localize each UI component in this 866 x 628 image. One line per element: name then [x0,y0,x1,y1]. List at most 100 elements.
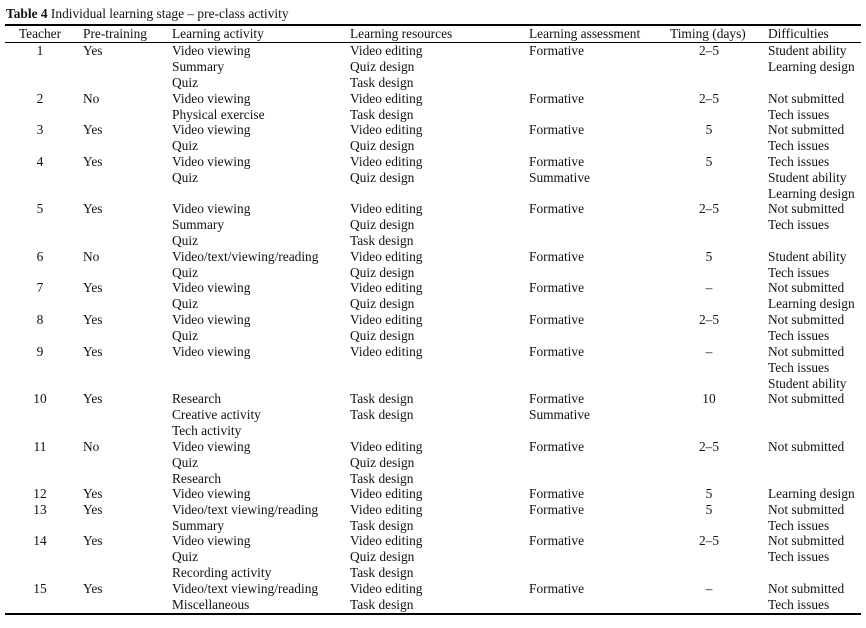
cell-resources-line: Task design [350,406,414,422]
cell-pretraining: Yes [83,122,103,137]
cell-difficulties-line: Not submitted [768,312,845,327]
cell-activity-line: Video viewing [172,154,251,169]
cell-difficulties-line: Learning design [768,295,855,311]
cell-resources-line: Video editing [350,201,423,216]
cell-activity-line: Summary [172,58,225,74]
cell-activity-line: Video/text/viewing/reading [172,249,319,264]
cell-teacher: 11 [33,439,47,454]
cell-activity-line: Quiz [172,548,199,564]
cell-timing: 5 [705,486,713,501]
cell-difficulties-line: Learning design [768,486,855,501]
cell-activity-line: Quiz [172,264,199,280]
cell-pretraining: Yes [83,533,103,548]
cell-resources-line: Video editing [350,533,423,548]
cell-difficulties-line: Tech issues [768,216,830,232]
header-resources: Learning resources [350,26,453,41]
cell-teacher: 5 [36,201,44,216]
cell-resources-line: Video editing [350,91,423,106]
cell-resources-line: Task design [350,564,414,580]
cell-resources-line: Video editing [350,344,423,359]
cell-assessment-line: Formative [529,533,585,548]
cell-activity-line: Quiz [172,295,199,311]
cell-activity-line: Creative activity [172,406,261,422]
cell-resources-line: Task design [350,470,414,486]
cell-assessment-line: Formative [529,312,585,327]
cell-timing: 2–5 [698,439,720,454]
cell-activity-line: Summary [172,216,225,232]
cell-assessment-line: Summative [529,169,590,185]
cell-resources-line: Video editing [350,249,423,264]
cell-teacher: 3 [36,122,44,137]
cell-difficulties-line: Tech issues [768,517,830,533]
cell-resources-line: Quiz design [350,137,415,153]
cell-difficulties-line: Not submitted [768,533,845,548]
header-difficulties: Difficulties [768,26,829,41]
cell-assessment-line: Formative [529,91,585,106]
cell-assessment-line: Formative [529,344,585,359]
cell-activity-line: Video viewing [172,439,251,454]
cell-resources-line: Quiz design [350,327,415,343]
cell-pretraining: Yes [83,312,103,327]
cell-pretraining: Yes [83,280,103,295]
cell-difficulties-line: Not submitted [768,439,845,454]
cell-resources-line: Quiz design [350,216,415,232]
cell-assessment-line: Formative [529,502,585,517]
cell-activity-line: Quiz [172,454,199,470]
cell-teacher: 6 [36,249,44,264]
cell-teacher: 7 [36,280,44,295]
cell-assessment-line: Formative [529,391,585,406]
cell-teacher: 1 [36,43,44,58]
cell-difficulties-line: Student ability [768,249,847,264]
cell-teacher: 9 [36,344,44,359]
cell-resources-line: Video editing [350,312,423,327]
cell-activity-line: Miscellaneous [172,596,250,612]
cell-timing: 5 [705,154,713,169]
cell-pretraining: No [83,439,100,454]
cell-resources-line: Task design [350,106,414,122]
table-caption-text: Individual learning stage – pre-class ac… [50,6,289,21]
cell-difficulties-line: Learning design [768,185,855,201]
cell-pretraining: Yes [83,43,103,58]
cell-pretraining: Yes [83,201,103,216]
cell-resources-line: Task design [350,596,414,612]
cell-assessment-line: Formative [529,439,585,454]
cell-activity-line: Video viewing [172,91,251,106]
cell-assessment-line: Formative [529,122,585,137]
cell-timing: 10 [702,391,716,406]
cell-difficulties-line: Student ability [768,375,847,391]
cell-teacher: 10 [33,391,47,406]
header-activity: Learning activity [172,26,264,41]
cell-resources-line: Quiz design [350,58,415,74]
cell-timing: 2–5 [698,201,720,216]
cell-pretraining: Yes [83,486,103,501]
cell-activity-line: Video viewing [172,312,251,327]
header-rule [5,42,861,43]
cell-teacher: 13 [33,502,47,517]
cell-activity-line: Video viewing [172,280,251,295]
cell-activity-line: Quiz [172,232,199,248]
cell-difficulties-line: Not submitted [768,280,845,295]
cell-timing: 5 [705,122,713,137]
cell-resources-line: Quiz design [350,295,415,311]
cell-activity-line: Video viewing [172,201,251,216]
header-assessment: Learning assessment [529,26,641,41]
cell-timing: – [705,344,713,359]
cell-difficulties-line: Not submitted [768,344,845,359]
cell-teacher: 8 [36,312,44,327]
cell-difficulties-line: Not submitted [768,201,845,216]
cell-resources-line: Task design [350,74,414,90]
table-label: Table 4 [6,6,48,21]
cell-assessment-line: Formative [529,154,585,169]
cell-difficulties-line: Student ability [768,169,847,185]
cell-activity-line: Video/text viewing/reading [172,581,319,596]
cell-pretraining: No [83,249,100,264]
cell-timing: 2–5 [698,533,720,548]
cell-timing: 2–5 [698,91,720,106]
header-pretraining: Pre-training [83,26,147,41]
cell-activity-line: Quiz [172,137,199,153]
cell-activity-line: Quiz [172,327,199,343]
top-rule [5,24,861,26]
cell-timing: 2–5 [698,43,720,58]
bottom-rule [5,613,861,615]
cell-teacher: 4 [36,154,44,169]
